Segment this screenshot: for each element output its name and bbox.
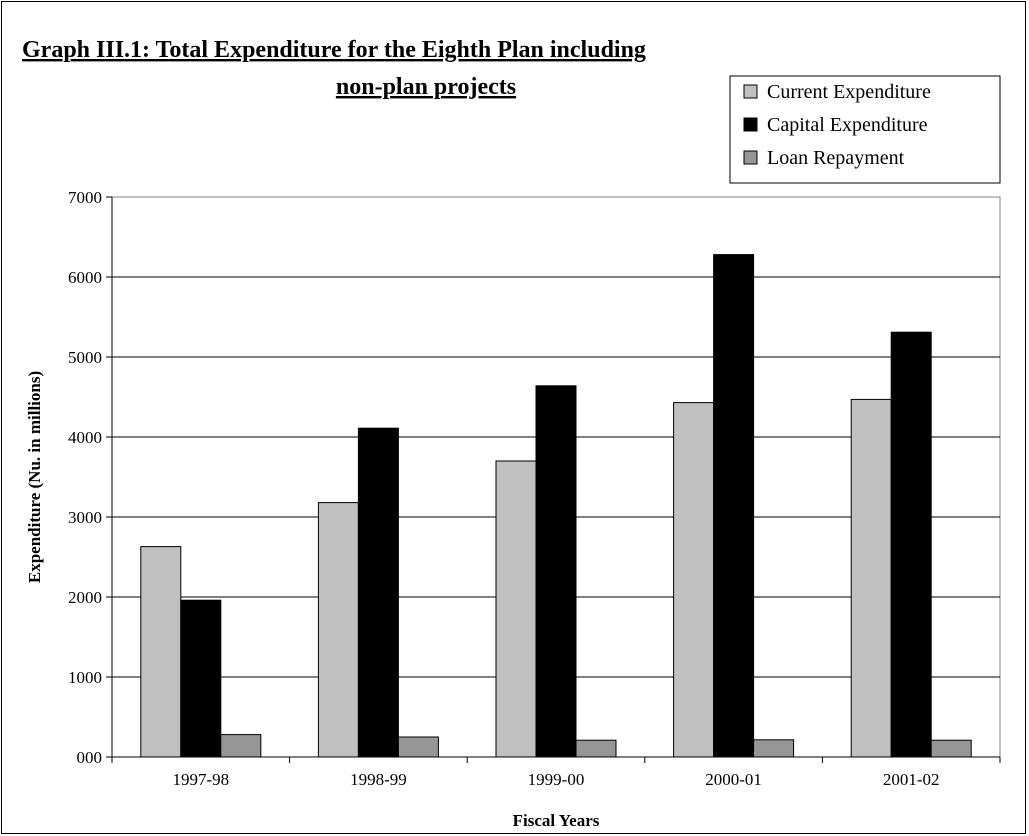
- y-tick-label: 6000: [68, 268, 102, 287]
- legend-box: [729, 75, 1001, 184]
- bar-capital-expenditure: [713, 254, 755, 758]
- chart-title-line1: Graph III.1: Total Expenditure for the E…: [22, 37, 646, 63]
- x-tick-label: 1999-00: [528, 770, 585, 789]
- legend-swatch: [743, 150, 758, 165]
- bars: [140, 254, 972, 758]
- bar-loan-repayment: [575, 739, 617, 758]
- y-tick-label: 4000: [68, 428, 102, 447]
- y-axis-title: Expenditure (Nu. in millions): [25, 371, 44, 583]
- y-tick-label: 3000: [68, 508, 102, 527]
- bar-capital-expenditure: [357, 427, 399, 758]
- bar-current-expenditure: [140, 546, 182, 758]
- bar-loan-repayment: [930, 739, 972, 758]
- legend-label: Loan Repayment: [767, 147, 905, 169]
- legend-swatch: [743, 84, 758, 99]
- x-axis-title: Fiscal Years: [513, 811, 600, 830]
- bar-capital-expenditure: [890, 331, 932, 758]
- y-tick-label: 1000: [68, 668, 102, 687]
- x-tick-label: 1997-98: [172, 770, 229, 789]
- bar-loan-repayment: [753, 739, 795, 758]
- bar-loan-repayment: [397, 736, 439, 758]
- y-tick-label: 000: [77, 748, 103, 767]
- axes: [106, 196, 1001, 763]
- bar-current-expenditure: [850, 398, 892, 758]
- x-tick-label: 2001-02: [883, 770, 940, 789]
- y-tick-label: 2000: [68, 588, 102, 607]
- bar-current-expenditure: [495, 460, 537, 758]
- legend: Current Expenditure Capital Expenditure Lo…: [729, 75, 1001, 184]
- x-tick-labels: 1997-98 1998-99 1999-00 2000-01 2001-02: [172, 770, 939, 789]
- bar-capital-expenditure: [535, 385, 577, 758]
- bar-capital-expenditure: [180, 599, 222, 758]
- bar-current-expenditure: [673, 402, 715, 758]
- x-tick-label: 2000-01: [705, 770, 762, 789]
- y-tick-label: 7000: [68, 188, 102, 207]
- chart-title-line2: non-plan projects: [336, 74, 516, 100]
- x-tick-label: 1998-99: [350, 770, 407, 789]
- legend-swatch: [743, 117, 758, 132]
- legend-label: Current Expenditure: [767, 81, 931, 103]
- legend-label: Capital Expenditure: [767, 114, 928, 136]
- y-tick-label: 5000: [68, 348, 102, 367]
- bar-loan-repayment: [220, 734, 262, 758]
- y-tick-labels: 000 1000 2000 3000 4000 5000 6000 7000: [68, 188, 102, 767]
- bar-current-expenditure: [317, 502, 359, 758]
